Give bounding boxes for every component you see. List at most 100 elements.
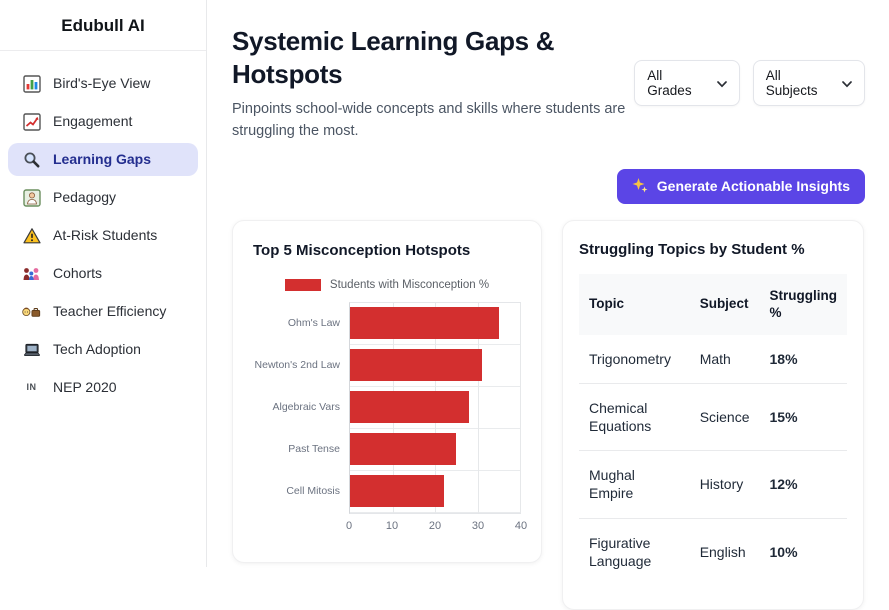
bar-ohms-law (350, 307, 499, 339)
table-header: Topic Subject Struggling % (579, 273, 847, 335)
subject-cell: History (689, 450, 760, 519)
table-row: Chemical Equations Science 15% (579, 382, 847, 451)
sidebar-item-at-risk-students[interactable]: At-Risk Students (8, 219, 198, 252)
pct-cell: 15% (759, 382, 847, 451)
magnifier-icon (22, 150, 41, 169)
family-icon (22, 264, 41, 283)
chart-legend: Students with Misconception % (253, 278, 521, 291)
chart-increasing-icon (22, 112, 41, 131)
subject-cell: English (689, 517, 760, 585)
generate-insights-button[interactable]: Generate Actionable Insights (616, 168, 865, 204)
bar-row (350, 387, 520, 429)
misconception-bar-chart: Ohm's Law Newton's 2nd Law Algebraic Var… (253, 301, 521, 514)
sidebar-item-label: NEP 2020 (53, 378, 117, 395)
y-label: Ohm's Law (287, 316, 340, 329)
sidebar-item-label: Cohorts (53, 264, 103, 281)
topic-cell: Figurative Language (579, 517, 690, 585)
sparkles-icon (632, 177, 648, 196)
sidebar-item-label: Engagement (53, 112, 133, 129)
pct-cell: 18% (769, 350, 798, 367)
sidebar-divider (0, 50, 206, 51)
x-tick-label: 0 (345, 519, 353, 532)
legend-label: Students with Misconception % (329, 278, 490, 291)
table-row: Trigonometry Math 18% (579, 335, 847, 384)
pct-cell: 12% (759, 450, 847, 519)
table-row: Figurative Language English 10% (579, 517, 847, 585)
grade-filter-select[interactable]: All Grades (634, 60, 740, 106)
laptop-icon (22, 340, 41, 359)
page-header: Systemic Learning Gaps & Hotspots Pinpoi… (232, 25, 865, 143)
sidebar-item-birds-eye-view[interactable]: Bird's-Eye View (8, 67, 198, 100)
column-header-struggling-pct: Struggling % (759, 273, 847, 335)
filters: All Grades All Subjects (634, 60, 865, 106)
chevron-down-icon (842, 76, 852, 91)
sidebar-item-label: Teacher Efficiency (53, 302, 167, 319)
x-tick-label: 40 (514, 519, 528, 532)
y-label: Algebraic Vars (272, 400, 340, 413)
gridline (520, 302, 521, 513)
page-title: Systemic Learning Gaps & Hotspots (232, 26, 555, 89)
bar-newtons-2nd-law (350, 349, 482, 381)
y-label: Past Tense (288, 442, 340, 455)
bar-cell-mitosis (350, 475, 444, 507)
page-subtitle: Pinpoints school-wide concepts and skill… (232, 101, 626, 139)
sidebar-item-nep-2020[interactable]: IN NEP 2020 (8, 371, 198, 404)
sidebar-item-pedagogy[interactable]: Pedagogy (8, 181, 198, 214)
sidebar-nav: Bird's-Eye View Engagement Learning Gaps… (0, 51, 206, 420)
subject-cell: Science (689, 382, 760, 451)
topic-cell: Trigonometry (589, 350, 671, 367)
legend-swatch (284, 278, 321, 291)
chevron-down-icon (716, 76, 727, 91)
bar-row (350, 303, 520, 345)
gridline (477, 302, 479, 513)
column-header-subject: Subject (689, 273, 760, 335)
office-worker-icon (22, 302, 41, 321)
bar-row (350, 345, 520, 387)
struggling-topics-table: Topic Subject Struggling % Trigonometry … (579, 273, 847, 585)
sidebar-item-learning-gaps[interactable]: Learning Gaps (8, 143, 198, 176)
sidebar-item-tech-adoption[interactable]: Tech Adoption (8, 333, 198, 366)
table-row: Mughal Empire History 12% (579, 450, 847, 519)
chart-x-axis: 0 10 20 30 40 (345, 518, 527, 540)
pct-cell: 10% (759, 517, 847, 585)
sidebar: Edubull AI Bird's-Eye View Engagement Le… (0, 0, 207, 567)
subject-filter-select[interactable]: All Subjects (752, 60, 865, 106)
page-header-text: Systemic Learning Gaps & Hotspots Pinpoi… (232, 25, 634, 143)
sidebar-item-engagement[interactable]: Engagement (8, 105, 198, 138)
teacher-icon (22, 188, 41, 207)
grade-filter-value: All Grades (647, 68, 692, 98)
actions-row: Generate Actionable Insights (232, 168, 865, 204)
bar-row (350, 471, 520, 513)
subject-cell: Math (699, 350, 731, 367)
sidebar-item-label: Bird's-Eye View (53, 74, 151, 91)
column-header-topic: Topic (579, 273, 690, 335)
topic-cell: Chemical Equations (579, 382, 690, 451)
bar-chart-icon (22, 74, 41, 93)
sidebar-item-label: Pedagogy (53, 188, 117, 205)
sidebar-item-cohorts[interactable]: Cohorts (8, 257, 198, 290)
x-tick-label: 20 (428, 519, 442, 532)
topic-cell: Mughal Empire (579, 450, 690, 519)
cards-row: Top 5 Misconception Hotspots Students wi… (232, 219, 865, 610)
y-label: Cell Mitosis (286, 484, 340, 497)
subject-filter-value: All Subjects (765, 68, 818, 98)
generate-insights-label: Generate Actionable Insights (656, 178, 850, 194)
x-tick-label: 30 (471, 519, 485, 532)
india-flag-icon: IN (26, 381, 37, 392)
sidebar-item-teacher-efficiency[interactable]: Teacher Efficiency (8, 295, 198, 328)
x-tick-label: 10 (385, 519, 399, 532)
main-content: Systemic Learning Gaps & Hotspots Pinpoi… (207, 0, 889, 610)
y-label: Newton's 2nd Law (254, 358, 340, 371)
bar-algebraic-vars (350, 391, 469, 423)
chart-plot-area (349, 301, 521, 514)
sidebar-item-label: At-Risk Students (53, 226, 158, 243)
warning-icon (22, 226, 41, 245)
sidebar-item-label: Learning Gaps (53, 150, 152, 167)
chart-y-labels: Ohm's Law Newton's 2nd Law Algebraic Var… (253, 302, 349, 514)
table-card-title: Struggling Topics by Student % (579, 240, 805, 258)
sidebar-item-label: Tech Adoption (53, 340, 141, 357)
bar-row (350, 429, 520, 471)
app-brand: Edubull AI (61, 16, 145, 35)
chart-card-title: Top 5 Misconception Hotspots (253, 241, 471, 259)
misconception-hotspots-card: Top 5 Misconception Hotspots Students wi… (232, 219, 542, 563)
